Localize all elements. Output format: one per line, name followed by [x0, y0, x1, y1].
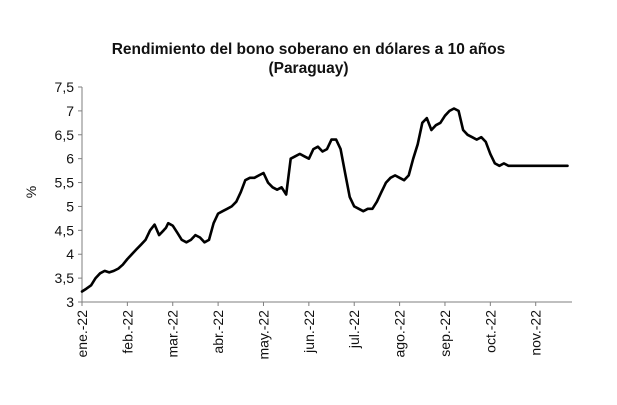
- y-tick-label: 5,5: [55, 175, 75, 191]
- y-tick-label: 4: [66, 246, 74, 262]
- x-tick-label: sep.-22: [437, 310, 453, 357]
- x-tick-label: jul.-22: [346, 310, 362, 349]
- x-tick-label: jun.-22: [301, 310, 317, 354]
- y-tick-labels: 3 3,5 4 4,5 5 5,5 6 6,5 7 7,5: [55, 79, 75, 310]
- y-tick-label: 5: [66, 198, 74, 214]
- x-tick-label: abr.-22: [210, 310, 226, 354]
- y-tick-label: 6,5: [55, 127, 75, 143]
- y-tick-label: 3: [66, 294, 74, 310]
- axes: [78, 86, 572, 306]
- y-tick-label: 4,5: [55, 222, 75, 238]
- yield-series-line: [80, 107, 569, 293]
- y-axis-label: %: [23, 186, 39, 198]
- x-tick-label: oct.-22: [482, 310, 498, 353]
- x-tick-label: feb.-22: [119, 310, 135, 354]
- y-tick-label: 3,5: [55, 270, 75, 286]
- x-tick-label: nov.-22: [528, 310, 544, 356]
- x-tick-label: may.-22: [255, 310, 271, 360]
- chart-title-line1: Rendimiento del bono soberano en dólares…: [111, 41, 506, 58]
- y-tick-label: 7,5: [55, 79, 75, 95]
- y-tick-label: 7: [66, 103, 74, 119]
- x-tick-label: mar.-22: [165, 310, 181, 358]
- chart-title: Rendimiento del bono soberano en dólares…: [0, 40, 617, 78]
- x-tick-label: ene.-22: [74, 310, 90, 358]
- y-tick-label: 6: [66, 151, 74, 167]
- chart-title-line2: (Paraguay): [268, 60, 349, 77]
- x-tick-labels: ene.-22 feb.-22 mar.-22 abr.-22 may.-22 jun.-…: [74, 310, 544, 360]
- x-tick-label: ago.-22: [392, 310, 408, 358]
